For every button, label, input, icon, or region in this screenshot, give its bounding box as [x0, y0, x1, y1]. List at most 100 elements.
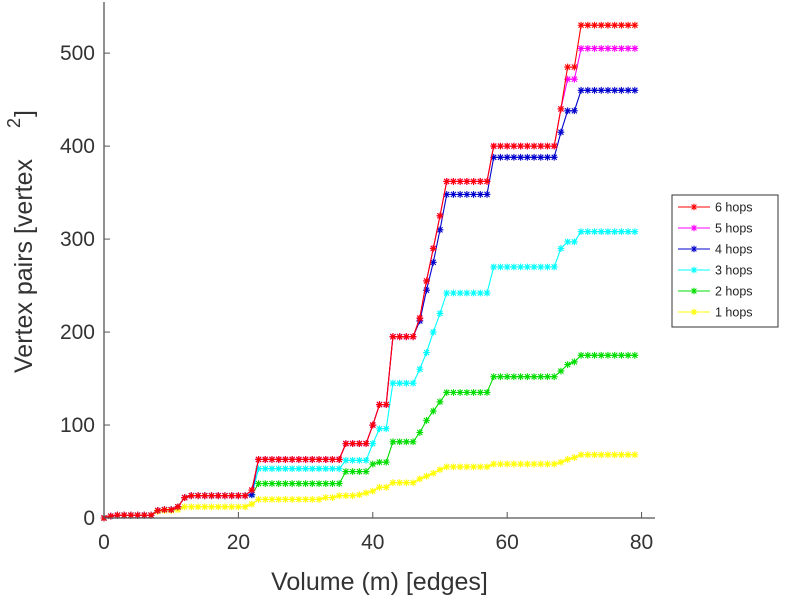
data-point [611, 451, 619, 459]
legend-item: 5 hops [678, 222, 753, 236]
data-point [631, 45, 639, 52]
data-point [167, 506, 175, 514]
data-point [255, 465, 262, 473]
data-point [557, 458, 565, 466]
data-point [369, 487, 377, 495]
data-point [483, 289, 491, 297]
legend-marker [690, 266, 698, 274]
data-point [362, 440, 370, 448]
data-point [597, 351, 605, 359]
data-point [382, 425, 390, 433]
x-tick-label: 40 [361, 531, 384, 554]
data-point [624, 21, 632, 29]
data-point [208, 503, 215, 511]
legend-item: 6 hops [678, 201, 753, 215]
data-point [261, 496, 269, 503]
data-point [517, 373, 525, 381]
data-point [201, 492, 209, 500]
data-point [369, 460, 377, 468]
y-tick-label: 300 [60, 228, 95, 251]
data-point [268, 496, 276, 503]
y-tick-label: 0 [83, 507, 95, 530]
data-point [510, 460, 518, 468]
data-point [476, 463, 484, 471]
data-point [497, 142, 504, 150]
series-1-hops [100, 451, 639, 522]
data-point [624, 451, 632, 459]
data-point [618, 86, 625, 94]
data-point [618, 351, 625, 359]
data-point [497, 263, 504, 271]
data-point [261, 456, 269, 463]
data-point [342, 456, 350, 464]
data-point [483, 389, 491, 396]
data-point [497, 153, 504, 161]
data-point [221, 492, 229, 500]
data-point [577, 451, 585, 459]
data-point [557, 128, 565, 136]
data-point [436, 398, 444, 406]
data-point [584, 86, 592, 94]
data-point [134, 511, 141, 519]
data-point [470, 178, 477, 185]
data-point [591, 228, 598, 236]
data-point [503, 263, 511, 271]
data-point [523, 153, 531, 161]
data-point [429, 407, 437, 415]
data-point [591, 45, 598, 52]
data-point [234, 492, 242, 500]
data-point [510, 142, 518, 150]
y-tick-label: 100 [60, 414, 95, 437]
data-point [443, 178, 451, 185]
data-point [389, 333, 397, 341]
data-point [544, 263, 551, 271]
y-tick-label: 200 [60, 321, 95, 344]
data-point [194, 503, 202, 511]
data-point [127, 511, 135, 519]
data-point [288, 456, 296, 463]
data-point [389, 438, 397, 446]
data-point [402, 333, 410, 341]
data-point [436, 310, 444, 317]
data-point [107, 512, 115, 520]
data-point [530, 460, 538, 468]
data-point [456, 389, 464, 396]
data-point [436, 466, 444, 474]
data-point [349, 456, 357, 464]
data-point [631, 451, 639, 459]
legend-marker [690, 287, 698, 295]
data-point [550, 142, 558, 150]
data-point [624, 86, 632, 94]
data-point [335, 492, 343, 500]
data-point [503, 142, 511, 150]
data-point [450, 178, 457, 185]
data-point [544, 373, 551, 381]
data-point [396, 333, 404, 341]
legend: 6 hops 5 hops 4 hops 3 hops 2 hops 1 hops [671, 194, 779, 328]
data-point [557, 105, 565, 113]
data-point [463, 463, 471, 471]
data-point [584, 228, 592, 236]
data-point [241, 492, 249, 500]
data-point [443, 463, 451, 471]
data-point [349, 492, 357, 500]
y-axis-title: Vertex pairs [vertex 2 ] [4, 110, 38, 373]
data-point [463, 289, 471, 297]
data-point [409, 479, 417, 487]
data-point [476, 389, 484, 396]
legend-label: 4 hops [715, 243, 753, 257]
data-point [443, 191, 451, 198]
data-point [550, 373, 558, 381]
data-point [597, 451, 605, 459]
data-point [255, 480, 262, 487]
data-point [537, 373, 545, 381]
data-point [416, 314, 424, 322]
data-point [618, 228, 625, 236]
data-point [604, 45, 612, 52]
data-point [282, 456, 289, 463]
data-point [187, 492, 195, 500]
data-point [174, 503, 182, 511]
data-point [342, 440, 350, 448]
legend-item: 3 hops [678, 264, 753, 278]
